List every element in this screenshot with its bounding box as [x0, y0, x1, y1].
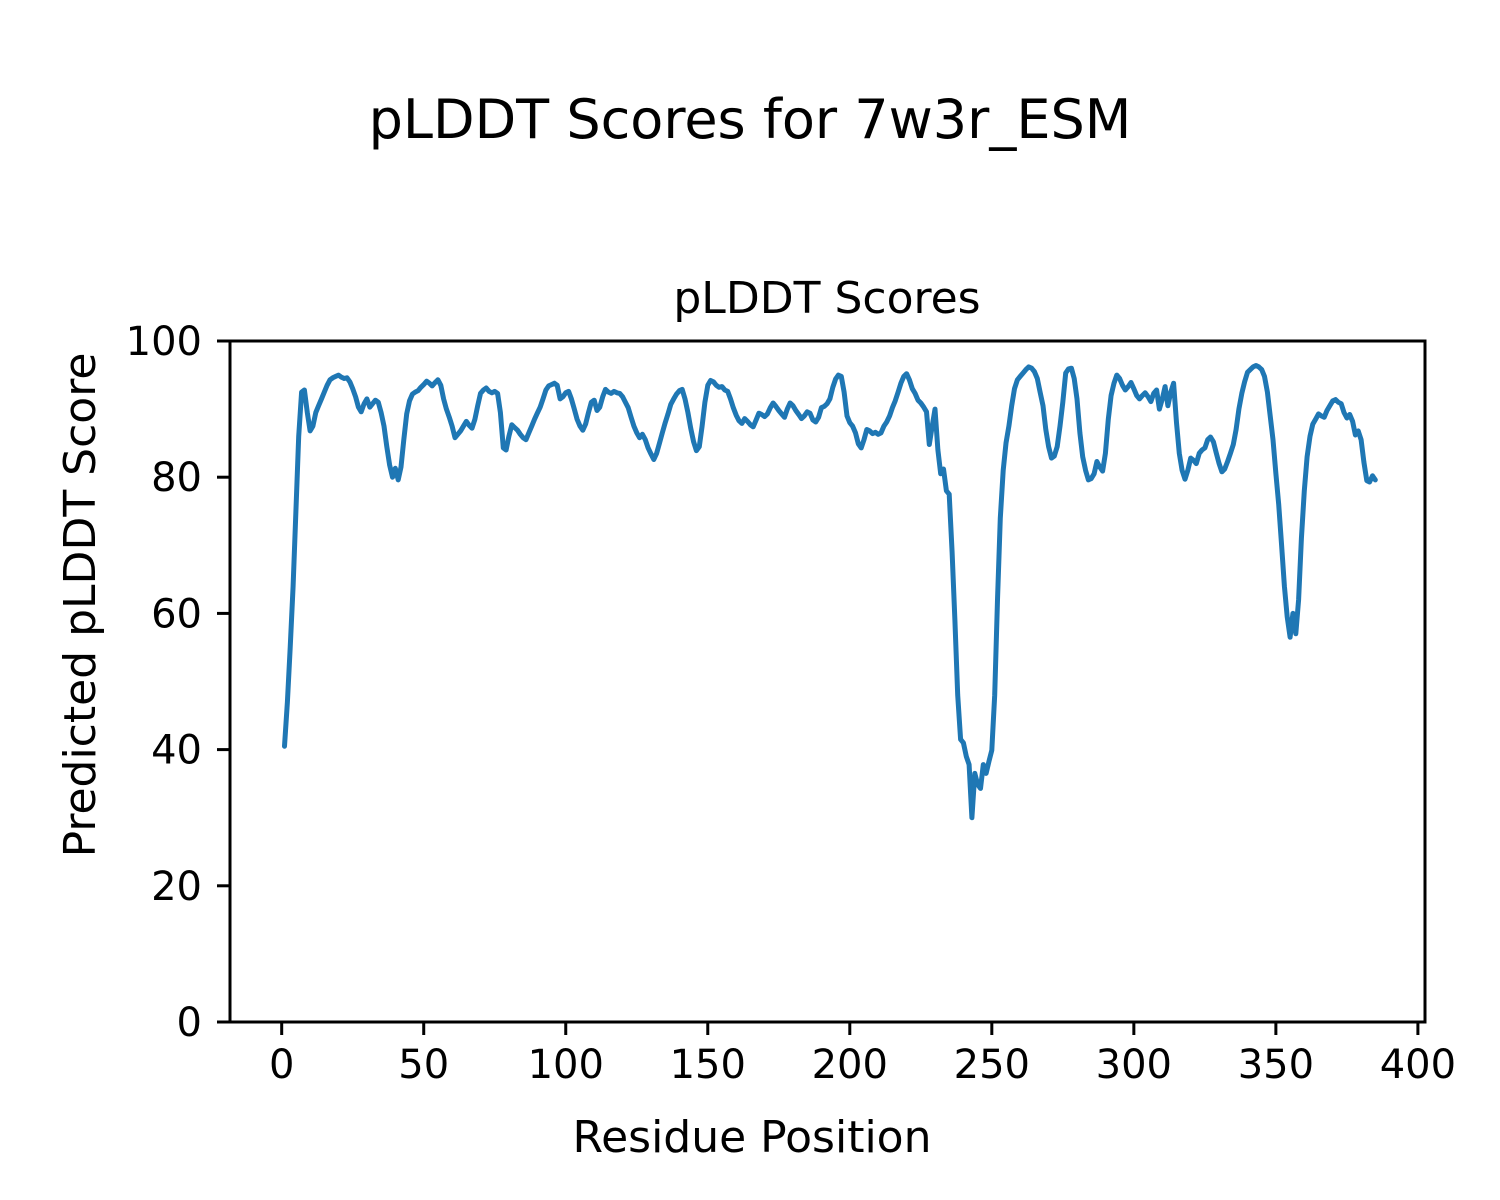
y-axis-ticks: 0 20 40 60 80 100: [126, 319, 230, 1046]
y-tick-label: 20: [151, 864, 202, 910]
axes-title: pLDDT Scores: [673, 273, 980, 324]
x-tick-label: 0: [269, 1042, 294, 1088]
y-tick-label: 100: [126, 319, 202, 365]
x-tick-label: 250: [954, 1042, 1030, 1088]
y-tick-label: 80: [151, 455, 202, 501]
plot-area: [230, 341, 1425, 1022]
x-axis-ticks: 0 50 100 150 200 250 300 350 400: [269, 1022, 1456, 1088]
x-tick-label: 200: [812, 1042, 888, 1088]
axes-frame: [228, 339, 1427, 1024]
x-tick-label: 100: [528, 1042, 604, 1088]
y-tick-label: 40: [151, 728, 202, 774]
x-tick-label: 150: [670, 1042, 746, 1088]
x-tick-label: 300: [1096, 1042, 1172, 1088]
y-tick-label: 60: [151, 591, 202, 637]
x-tick-label: 400: [1380, 1042, 1456, 1088]
figure-title: pLDDT Scores for 7w3r_ESM: [369, 88, 1132, 151]
y-tick-label: 0: [177, 1000, 202, 1046]
data-line: [282, 363, 1378, 821]
x-tick-label: 50: [398, 1042, 449, 1088]
x-axis-label: Residue Position: [572, 1112, 931, 1163]
y-axis-label: Predicted pLDDT Score: [55, 353, 106, 858]
x-tick-label: 350: [1238, 1042, 1314, 1088]
